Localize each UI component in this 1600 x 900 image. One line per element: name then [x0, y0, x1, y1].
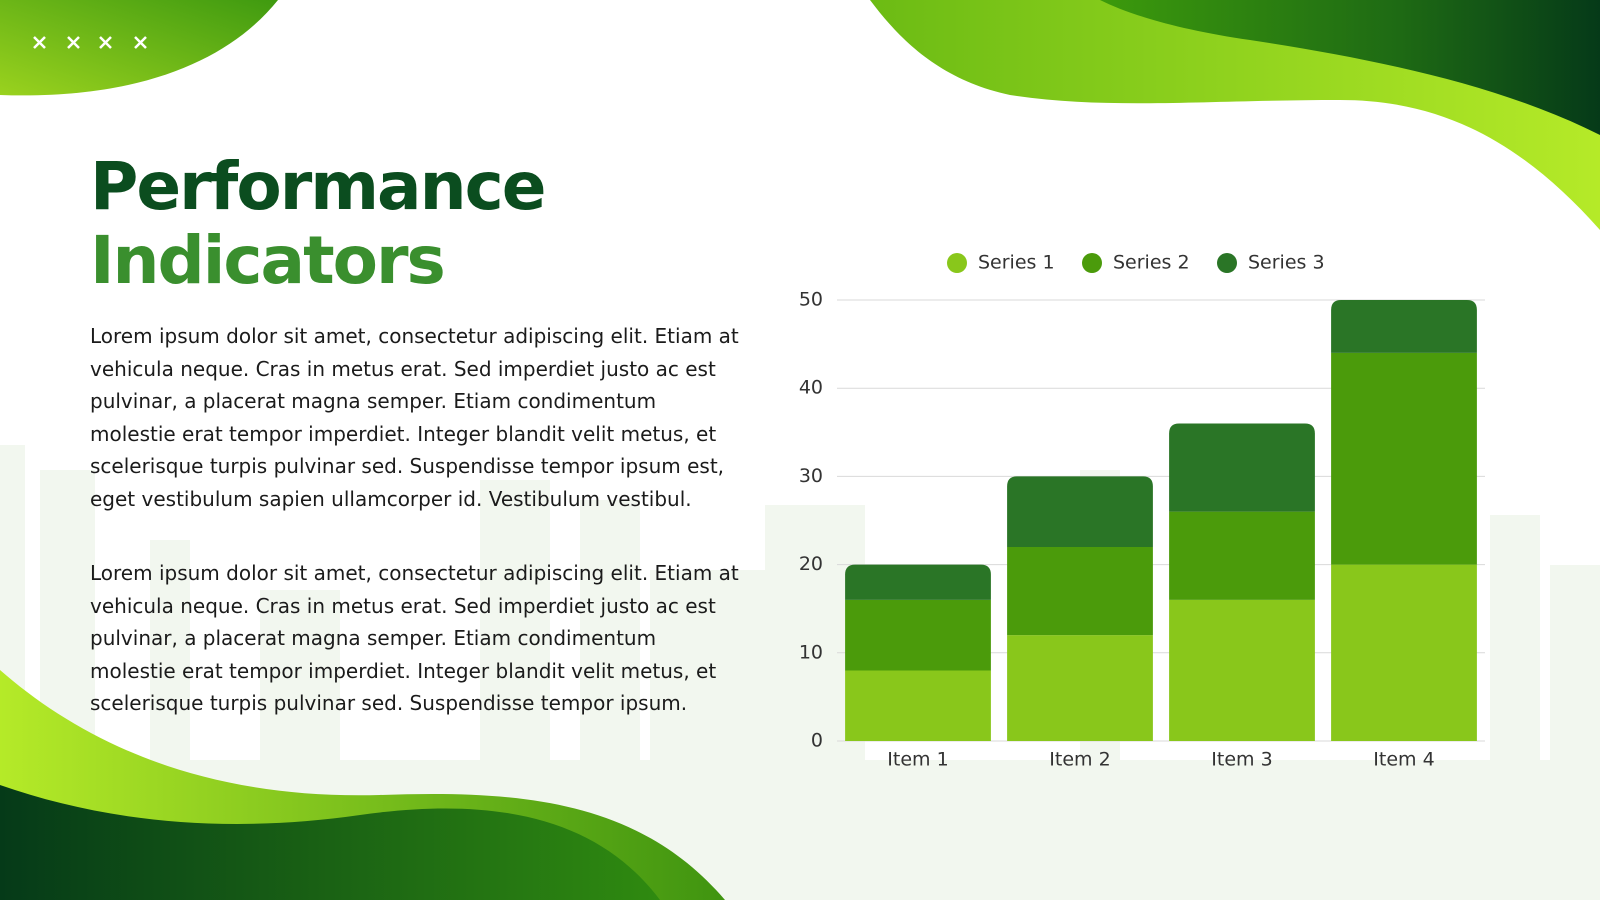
bar-segment — [1169, 423, 1315, 512]
y-tick-label: 20 — [799, 553, 823, 575]
bar-segment — [1331, 352, 1477, 565]
wave — [0, 785, 660, 900]
legend-swatch — [1217, 253, 1237, 273]
legend-label: Series 3 — [1248, 252, 1325, 274]
legend-swatch — [947, 253, 967, 273]
bar-segment — [1007, 476, 1153, 547]
bar-segment — [1169, 599, 1315, 741]
bar-segment — [1007, 635, 1153, 741]
legend-swatch — [1082, 253, 1102, 273]
legend-label: Series 1 — [978, 252, 1055, 274]
wave — [1100, 0, 1600, 135]
legend-label: Series 2 — [1113, 252, 1190, 274]
x-tick-label: Item 4 — [1373, 749, 1434, 771]
bar-segment — [1169, 511, 1315, 600]
bar-segment — [845, 599, 991, 671]
title-line: Indicators — [90, 222, 446, 299]
y-tick-label: 50 — [799, 289, 823, 311]
x-tick-label: Item 1 — [887, 749, 948, 771]
y-tick-label: 30 — [799, 465, 823, 487]
wave — [0, 0, 278, 96]
bar-segment — [845, 564, 991, 600]
y-tick-label: 0 — [811, 730, 823, 752]
bar-segment — [1007, 546, 1153, 636]
cross-marks — [33, 36, 147, 49]
paragraph: Lorem ipsum dolor sit amet, consectetur … — [90, 561, 739, 715]
x-tick-label: Item 2 — [1049, 749, 1110, 771]
paragraph: Lorem ipsum dolor sit amet, consectetur … — [90, 324, 739, 511]
x-tick-label: Item 3 — [1211, 749, 1272, 771]
bar-segment — [1331, 564, 1477, 741]
y-tick-label: 40 — [799, 377, 823, 399]
title-line: Performance — [90, 148, 546, 225]
bar-segment — [1331, 300, 1477, 353]
y-tick-label: 10 — [799, 641, 823, 663]
bar-segment — [845, 670, 991, 741]
